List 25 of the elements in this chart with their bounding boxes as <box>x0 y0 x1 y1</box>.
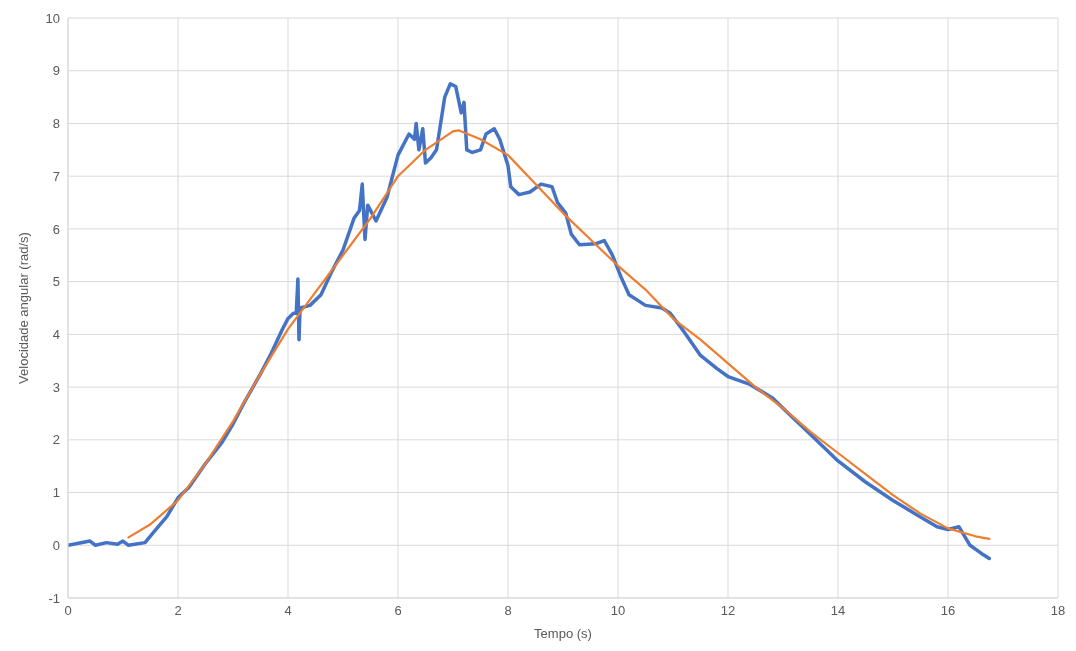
y-tick-label: -1 <box>48 590 60 606</box>
y-tick-label: 5 <box>52 274 60 290</box>
x-axis-title: Tempo (s) <box>534 626 592 641</box>
y-tick-label: 9 <box>52 63 60 79</box>
y-tick-label: 8 <box>52 116 60 132</box>
y-tick-label: 0 <box>52 537 60 553</box>
x-tick-label: 16 <box>940 603 956 619</box>
x-tick-label: 10 <box>610 603 626 619</box>
x-tick-label: 14 <box>830 603 846 619</box>
x-tick-label: 12 <box>720 603 736 619</box>
y-tick-label: 1 <box>52 485 60 501</box>
x-tick-label: 8 <box>504 603 512 619</box>
y-tick-label: 4 <box>52 326 60 342</box>
y-tick-label: 2 <box>52 432 60 448</box>
y-tick-label: 7 <box>52 168 60 184</box>
y-tick-label: 10 <box>45 10 60 26</box>
line-series <box>127 129 991 541</box>
y-tick-label: 3 <box>52 379 60 395</box>
y-axis-title: Velocidade angular (rad/s) <box>15 232 31 384</box>
x-tick-label: 0 <box>64 603 72 619</box>
x-tick-label: 2 <box>174 603 182 619</box>
x-tick-label: 18 <box>1050 603 1066 619</box>
x-tick-label: 6 <box>394 603 402 619</box>
x-tick-label: 4 <box>284 603 292 619</box>
y-tick-label: 6 <box>52 221 60 237</box>
